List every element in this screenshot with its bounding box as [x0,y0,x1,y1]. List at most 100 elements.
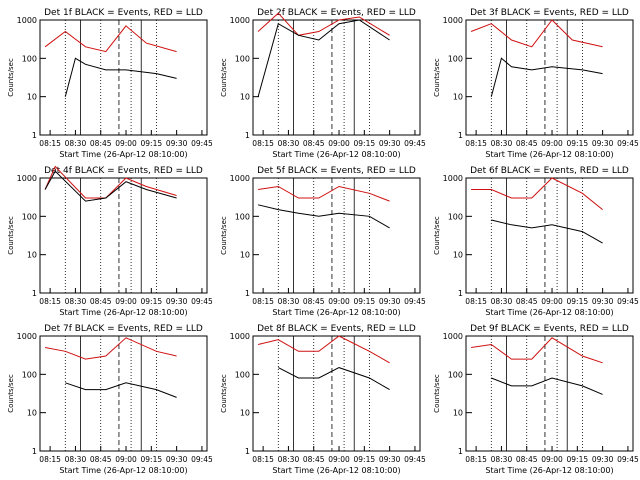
x-tick-label: 08:15 [252,455,274,464]
x-tick-label: 08:45 [516,297,538,306]
x-tick-label: 08:30 [491,139,513,148]
y-tick-label: 100 [235,54,250,63]
x-tick-label: 09:15 [567,455,589,464]
y-tick-label: 1 [245,131,250,140]
y-axis-label: Counts/sec [220,216,228,255]
lld-series-line [258,185,390,202]
x-axis-label: Start Time (26-Apr-12 08:10:00) [272,308,400,317]
y-tick-label: 10 [240,93,250,102]
x-tick-label: 09:15 [354,139,376,148]
y-tick-label: 10 [27,409,37,418]
x-tick-label: 09:45 [404,297,426,306]
x-tick-label: 09:30 [166,297,188,306]
y-tick-label: 10 [453,251,463,260]
x-tick-label: 09:15 [354,455,376,464]
x-tick-label: 09:00 [541,455,563,464]
x-tick-label: 09:45 [191,455,213,464]
x-tick-label: 08:30 [491,455,513,464]
panel-title: Det 8f BLACK = Events, RED = LLD [257,324,416,334]
panel-6: Det 6f BLACK = Events, RED = LLD 1 10 100 10… [433,166,639,317]
plot-frame [39,19,208,136]
lld-series-line [257,12,390,36]
panel-title: Det 9f BLACK = Events, RED = LLD [470,324,629,334]
x-tick-label: 09:30 [379,139,401,148]
x-tick-label: 08:45 [516,455,538,464]
x-tick-label: 08:30 [278,297,300,306]
y-tick-label: 1000 [17,16,37,25]
x-tick-label: 09:45 [617,455,639,464]
x-axis-label: Start Time (26-Apr-12 08:10:00) [485,308,613,317]
y-tick-label: 100 [235,370,250,379]
x-tick-label: 08:15 [252,139,274,148]
lld-series-line [470,19,603,48]
panel-2: Det 2f BLACK = Events, RED = LLD 1 10 100 10… [220,8,426,159]
y-tick-label: 100 [22,54,37,63]
plot-frame [465,335,634,452]
x-tick-label: 08:30 [491,297,513,306]
x-tick-label: 09:00 [541,139,563,148]
x-axis-label: Start Time (26-Apr-12 08:10:00) [272,150,400,159]
x-tick-label: 09:30 [379,297,401,306]
x-tick-label: 08:15 [39,139,61,148]
x-tick-label: 08:15 [252,297,274,306]
y-tick-label: 100 [448,212,463,221]
x-tick-label: 09:00 [541,297,563,306]
x-axis-label: Start Time (26-Apr-12 08:10:00) [485,150,613,159]
y-tick-label: 100 [448,370,463,379]
x-tick-label: 09:15 [141,297,163,306]
x-axis-label: Start Time (26-Apr-12 08:10:00) [59,466,187,475]
panel-title: Det 3f BLACK = Events, RED = LLD [470,8,629,18]
y-tick-label: 1000 [17,174,37,183]
x-tick-label: 08:15 [39,455,61,464]
y-tick-label: 1 [32,289,37,298]
panel-title: Det 1f BLACK = Events, RED = LLD [44,8,203,18]
panel-7: Det 7f BLACK = Events, RED = LLD 1 10 100 10… [7,324,213,475]
events-series-line [44,170,177,202]
x-tick-label: 09:45 [617,139,639,148]
panel-title: Det 6f BLACK = Events, RED = LLD [470,166,629,176]
panel-title: Det 5f BLACK = Events, RED = LLD [257,166,416,176]
y-tick-label: 100 [22,370,37,379]
y-axis-label: Counts/sec [7,374,15,413]
x-tick-label: 08:45 [90,139,112,148]
x-tick-label: 09:30 [592,297,614,306]
x-tick-label: 08:45 [90,455,112,464]
y-tick-label: 1000 [17,332,37,341]
plot-frame [252,19,421,136]
y-tick-label: 1000 [230,174,250,183]
y-axis-label: Counts/sec [433,374,441,413]
y-tick-label: 1 [245,447,250,456]
panel-1: Det 1f BLACK = Events, RED = LLD 1 10 100 10… [7,8,213,159]
x-tick-label: 09:00 [115,139,137,148]
y-tick-label: 1000 [443,174,463,183]
plot-frame [252,335,421,452]
x-axis-label: Start Time (26-Apr-12 08:10:00) [485,466,613,475]
x-tick-label: 09:30 [166,455,188,464]
x-tick-label: 09:00 [328,455,350,464]
panel-9: Det 9f BLACK = Events, RED = LLD 1 10 100 10… [433,324,639,475]
panel-title: Det 2f BLACK = Events, RED = LLD [257,8,416,18]
y-tick-label: 10 [240,251,250,260]
y-axis-label: Counts/sec [433,58,441,97]
plot-frame [465,19,634,136]
x-tick-label: 08:30 [278,139,300,148]
lld-series-line [471,337,603,364]
y-tick-label: 1 [458,447,463,456]
plot-frame [465,177,634,294]
panel-title: Det 7f BLACK = Events, RED = LLD [44,324,203,334]
x-tick-label: 09:45 [404,455,426,464]
lld-series-line [45,337,177,360]
events-series-line [64,57,177,97]
x-tick-label: 09:45 [191,139,213,148]
x-tick-label: 09:00 [328,139,350,148]
y-tick-label: 10 [27,251,37,260]
events-series-line [278,367,390,391]
x-tick-label: 08:15 [465,297,487,306]
y-tick-label: 1000 [230,16,250,25]
x-tick-label: 08:45 [303,297,325,306]
y-tick-label: 10 [240,409,250,418]
events-series-line [65,382,177,398]
y-tick-label: 1000 [443,332,463,341]
y-tick-label: 100 [235,212,250,221]
